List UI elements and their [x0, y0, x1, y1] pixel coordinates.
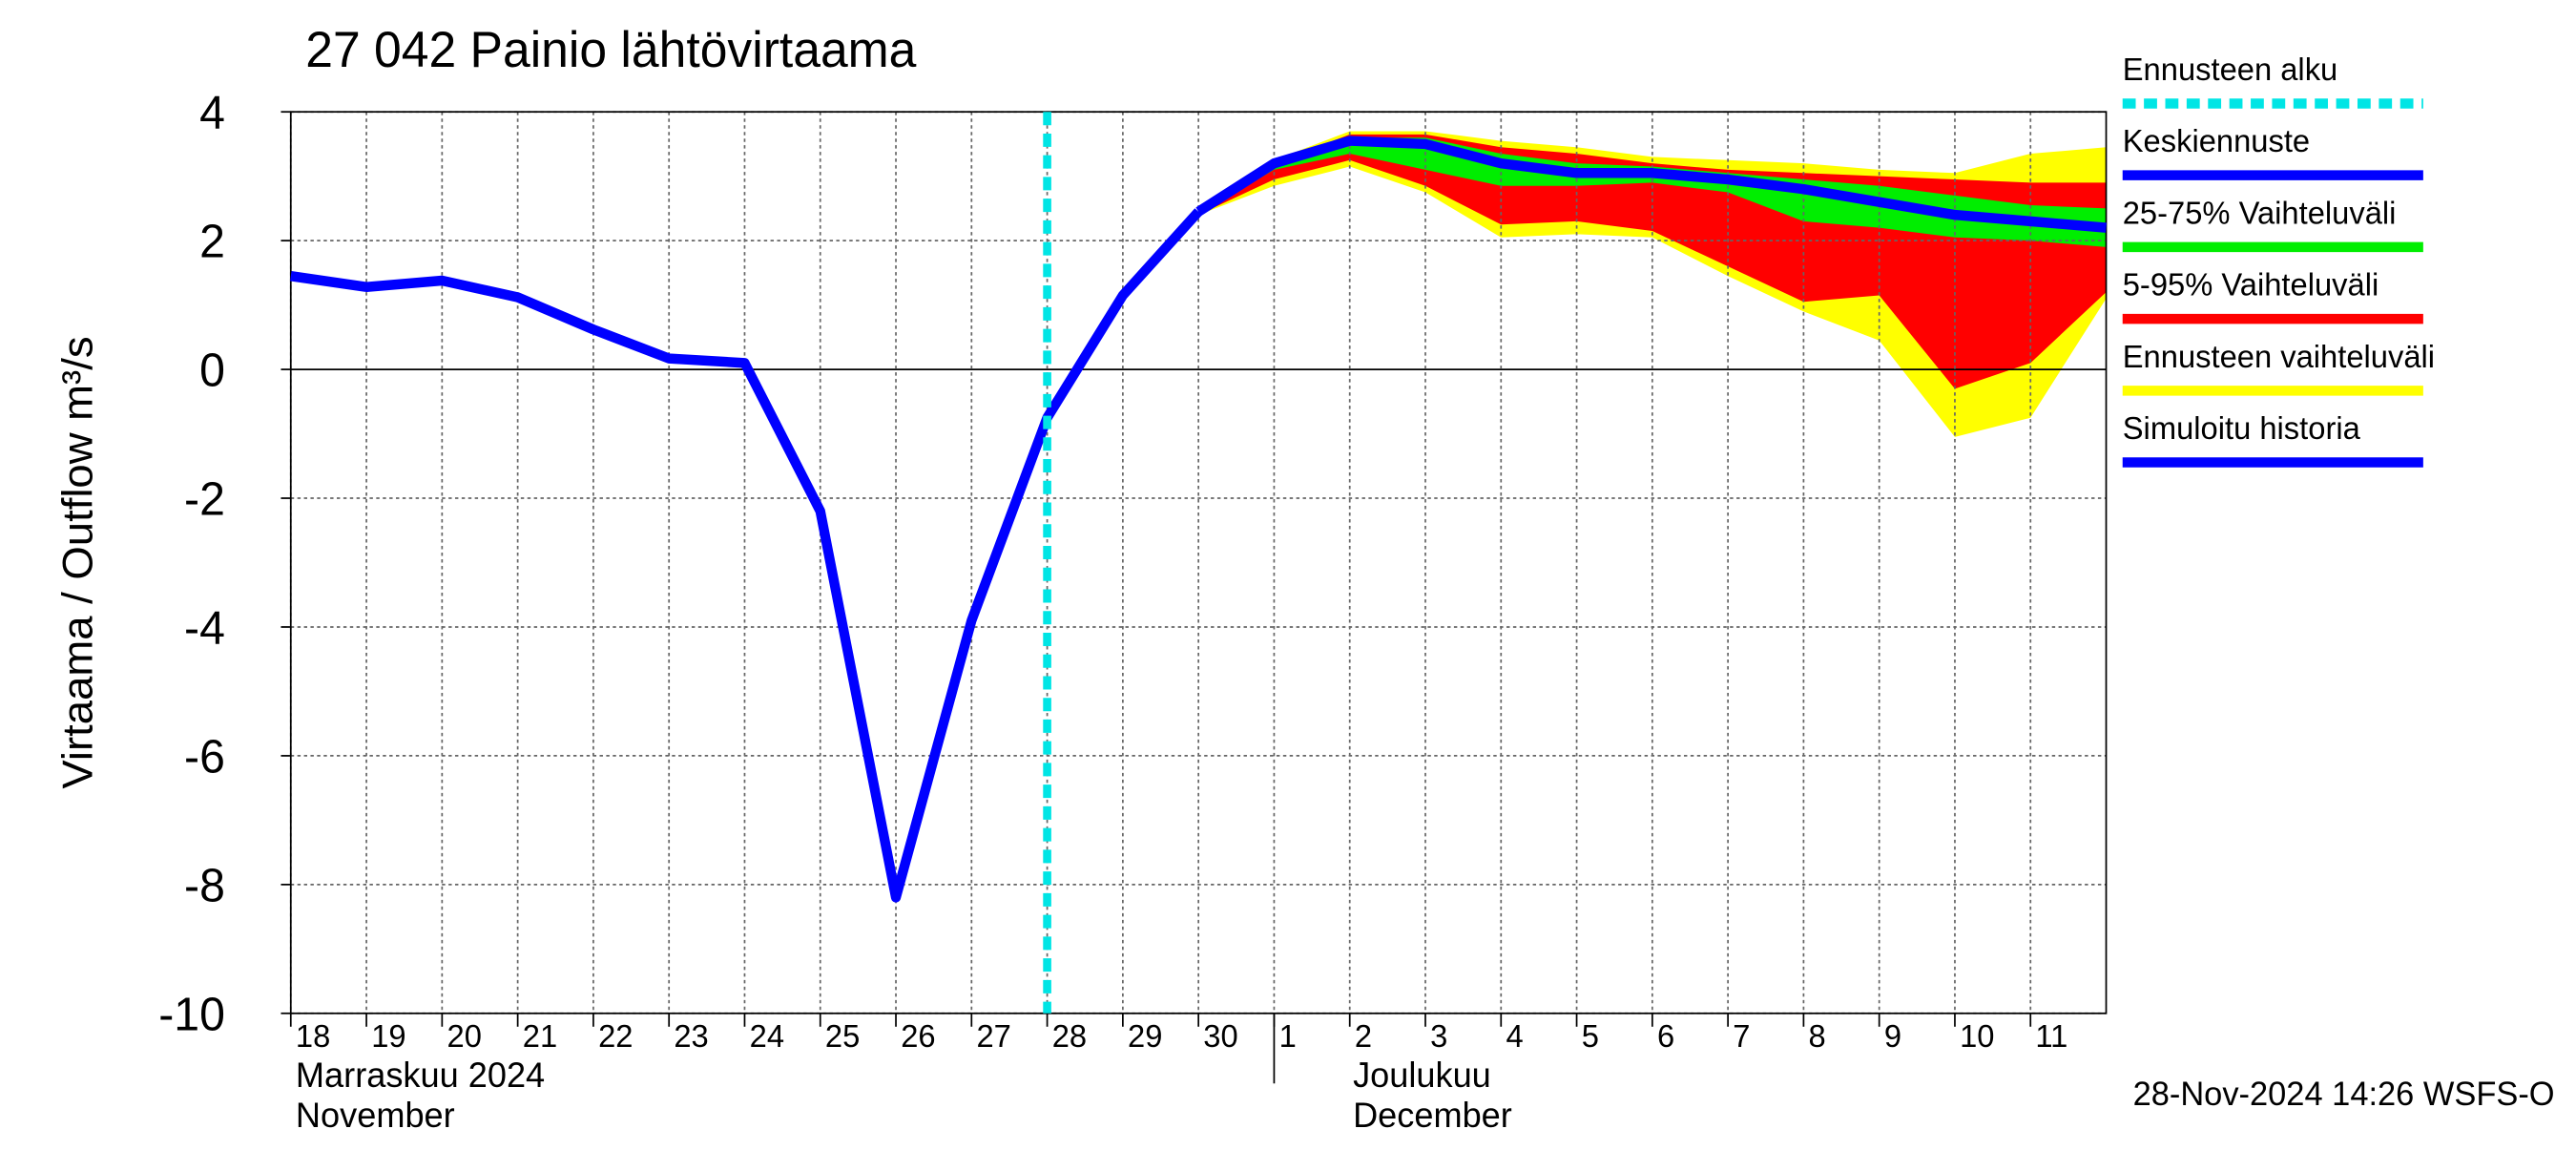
x-tick-label: 4 — [1506, 1018, 1523, 1054]
legend-label: Keskiennuste — [2123, 123, 2310, 158]
y-tick-label: 4 — [199, 87, 225, 138]
x-tick-label: 26 — [901, 1018, 935, 1054]
x-tick-label: 27 — [976, 1018, 1010, 1054]
y-axis-label: Virtaama / Outflow m³/s — [53, 336, 102, 788]
legend-label: Ennusteen vaihteluväli — [2123, 339, 2435, 374]
y-tick-label: -8 — [184, 860, 225, 911]
y-tick-label: -10 — [158, 989, 225, 1040]
x-tick-label: 10 — [1960, 1018, 1994, 1054]
x-tick-label: 8 — [1809, 1018, 1826, 1054]
month-label: November — [296, 1095, 455, 1134]
y-tick-label: -6 — [184, 731, 225, 783]
y-tick-label: 0 — [199, 345, 225, 396]
x-tick-label: 19 — [371, 1018, 405, 1054]
x-tick-label: 23 — [674, 1018, 708, 1054]
month-label: December — [1353, 1095, 1512, 1134]
y-tick-label: -2 — [184, 473, 225, 525]
x-tick-label: 6 — [1657, 1018, 1674, 1054]
x-tick-label: 28 — [1052, 1018, 1087, 1054]
x-tick-label: 20 — [447, 1018, 482, 1054]
x-tick-label: 1 — [1279, 1018, 1297, 1054]
legend-label: 5-95% Vaihteluväli — [2123, 266, 2379, 302]
x-tick-label: 22 — [598, 1018, 633, 1054]
chart-title: 27 042 Painio lähtövirtaama — [305, 23, 916, 78]
line — [1195, 136, 2107, 233]
month-label: Joulukuu — [1353, 1056, 1491, 1095]
month-label: Marraskuu 2024 — [296, 1056, 545, 1095]
x-tick-label: 29 — [1128, 1018, 1162, 1054]
y-tick-label: -4 — [184, 602, 225, 654]
x-tick-label: 5 — [1582, 1018, 1599, 1054]
x-tick-label: 24 — [750, 1018, 784, 1054]
legend-label: 25-75% Vaihteluväli — [2123, 195, 2397, 230]
timestamp: 28-Nov-2024 14:26 WSFS-O — [2133, 1077, 2555, 1113]
x-tick-label: 25 — [825, 1018, 860, 1054]
legend-label: Simuloitu historia — [2123, 410, 2361, 446]
x-tick-label: 21 — [523, 1018, 557, 1054]
x-tick-label: 11 — [2035, 1018, 2067, 1054]
x-tick-label: 3 — [1430, 1018, 1447, 1054]
legend-label: Ennusteen alku — [2123, 52, 2338, 87]
x-tick-label: 2 — [1355, 1018, 1372, 1054]
x-tick-label: 7 — [1733, 1018, 1750, 1054]
x-tick-label: 18 — [296, 1018, 330, 1054]
x-tick-label: 30 — [1203, 1018, 1237, 1054]
y-tick-label: 2 — [199, 216, 225, 267]
plot-frame — [289, 111, 2108, 1014]
x-tick-label: 9 — [1884, 1018, 1901, 1054]
